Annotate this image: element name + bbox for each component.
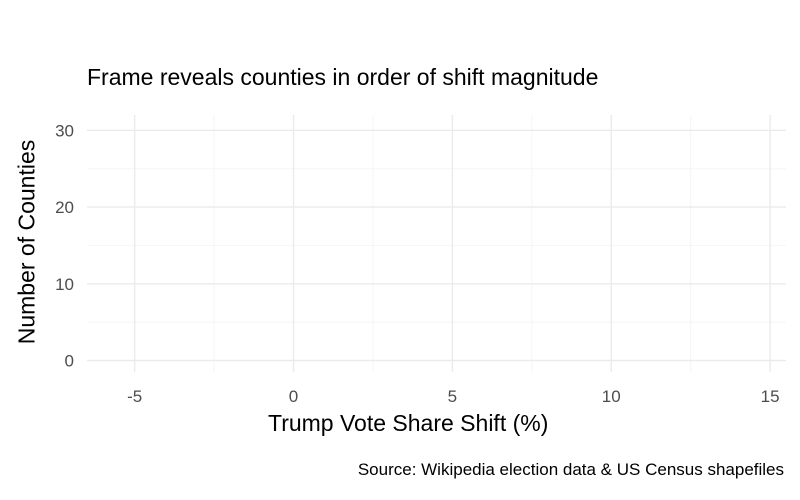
chart-title: Frame reveals counties in order of shift… [87, 64, 599, 90]
x-tick-label: 0 [289, 387, 298, 406]
x-tick-label: 15 [761, 387, 780, 406]
x-axis-label: Trump Vote Share Shift (%) [268, 410, 549, 436]
chart-caption: Source: Wikipedia election data & US Cen… [357, 460, 784, 479]
x-tick-label: -5 [127, 387, 142, 406]
x-tick-label: 10 [602, 387, 621, 406]
y-tick-label: 0 [65, 351, 74, 370]
y-tick-label: 10 [55, 275, 74, 294]
y-axis-label: Number of Counties [13, 139, 40, 345]
major-gridlines [87, 115, 786, 372]
y-tick-label: 30 [55, 121, 74, 140]
x-axis-ticks: -5 0 5 10 15 [127, 387, 779, 406]
x-tick-label: 5 [448, 387, 457, 406]
minor-gridlines [87, 115, 786, 372]
y-axis-ticks: 0 10 20 30 [55, 121, 74, 370]
y-tick-label: 20 [55, 198, 74, 217]
